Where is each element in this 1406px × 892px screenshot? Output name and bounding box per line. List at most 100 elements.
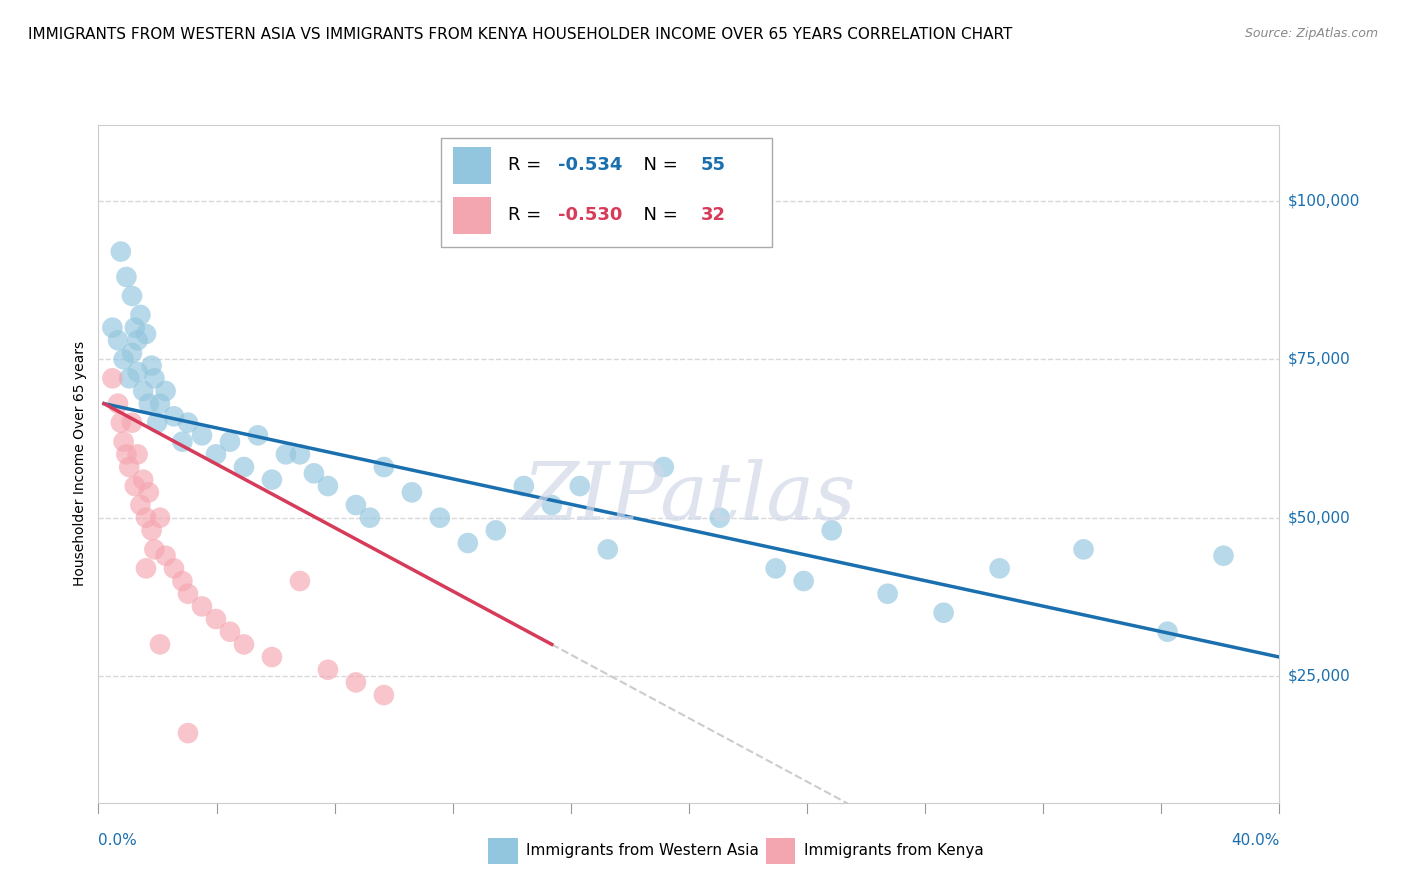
Point — [302, 467, 325, 481]
Bar — [453, 146, 491, 184]
Point — [143, 371, 166, 385]
Point — [112, 434, 135, 449]
Point — [132, 473, 155, 487]
Text: 55: 55 — [700, 156, 725, 174]
Point — [177, 726, 200, 740]
Point — [141, 524, 163, 538]
Point — [205, 447, 228, 461]
Point — [135, 510, 157, 524]
Point — [1212, 549, 1234, 563]
Point — [359, 510, 381, 524]
Point — [138, 485, 160, 500]
Bar — [488, 838, 517, 863]
Point — [373, 460, 395, 475]
Point — [1073, 542, 1095, 557]
Point — [172, 434, 194, 449]
Point — [596, 542, 619, 557]
Point — [141, 359, 163, 373]
Point — [127, 447, 149, 461]
Point — [246, 428, 269, 442]
Text: IMMIGRANTS FROM WESTERN ASIA VS IMMIGRANTS FROM KENYA HOUSEHOLDER INCOME OVER 65: IMMIGRANTS FROM WESTERN ASIA VS IMMIGRAN… — [28, 27, 1012, 42]
Point — [118, 460, 141, 475]
Point — [288, 574, 311, 588]
Point — [260, 650, 283, 665]
Point — [233, 460, 256, 475]
Point — [316, 479, 339, 493]
Point — [163, 409, 186, 424]
Text: R =: R = — [508, 206, 547, 224]
Text: N =: N = — [633, 206, 683, 224]
Point — [191, 599, 214, 614]
Point — [709, 510, 731, 524]
Point — [149, 510, 172, 524]
Text: 0.0%: 0.0% — [98, 833, 138, 848]
Point — [219, 624, 242, 639]
Text: ZIPatlas: ZIPatlas — [522, 459, 856, 536]
Text: Immigrants from Western Asia: Immigrants from Western Asia — [526, 844, 759, 858]
Point — [316, 663, 339, 677]
Text: -0.530: -0.530 — [558, 206, 623, 224]
Point — [115, 269, 138, 284]
Point — [135, 326, 157, 341]
Text: Immigrants from Kenya: Immigrants from Kenya — [803, 844, 983, 858]
Point — [107, 333, 129, 347]
Point — [149, 637, 172, 651]
Point — [118, 371, 141, 385]
Point — [219, 434, 242, 449]
Point — [821, 524, 844, 538]
Text: $50,000: $50,000 — [1288, 510, 1351, 525]
Point — [191, 428, 214, 442]
Text: 40.0%: 40.0% — [1232, 833, 1279, 848]
Text: Source: ZipAtlas.com: Source: ZipAtlas.com — [1244, 27, 1378, 40]
Point — [129, 308, 152, 322]
Point — [793, 574, 815, 588]
Point — [177, 416, 200, 430]
Point — [652, 460, 675, 475]
Point — [124, 479, 146, 493]
Point — [115, 447, 138, 461]
Bar — [766, 838, 796, 863]
Point — [127, 333, 149, 347]
FancyBboxPatch shape — [441, 138, 772, 247]
Point — [135, 561, 157, 575]
Text: -0.534: -0.534 — [558, 156, 623, 174]
Point — [155, 384, 177, 398]
Point — [124, 320, 146, 334]
Point — [172, 574, 194, 588]
Point — [540, 498, 562, 512]
Point — [765, 561, 787, 575]
Text: 32: 32 — [700, 206, 725, 224]
Text: $25,000: $25,000 — [1288, 669, 1351, 683]
Point — [988, 561, 1011, 575]
Point — [373, 688, 395, 702]
Point — [344, 498, 367, 512]
Point — [155, 549, 177, 563]
Point — [146, 416, 169, 430]
Text: N =: N = — [633, 156, 683, 174]
Point — [149, 397, 172, 411]
Point — [110, 416, 132, 430]
Point — [129, 498, 152, 512]
Point — [110, 244, 132, 259]
Point — [177, 587, 200, 601]
Point — [138, 397, 160, 411]
Point — [513, 479, 536, 493]
Point — [205, 612, 228, 626]
Point — [233, 637, 256, 651]
Point — [107, 397, 129, 411]
Text: $100,000: $100,000 — [1288, 194, 1360, 209]
Point — [101, 320, 124, 334]
Point — [121, 416, 143, 430]
Point — [163, 561, 186, 575]
Point — [101, 371, 124, 385]
Point — [485, 524, 508, 538]
Point — [132, 384, 155, 398]
Point — [876, 587, 898, 601]
Point — [121, 289, 143, 303]
Point — [401, 485, 423, 500]
Point — [143, 542, 166, 557]
Text: $75,000: $75,000 — [1288, 351, 1351, 367]
Text: R =: R = — [508, 156, 547, 174]
Point — [260, 473, 283, 487]
Point — [127, 365, 149, 379]
